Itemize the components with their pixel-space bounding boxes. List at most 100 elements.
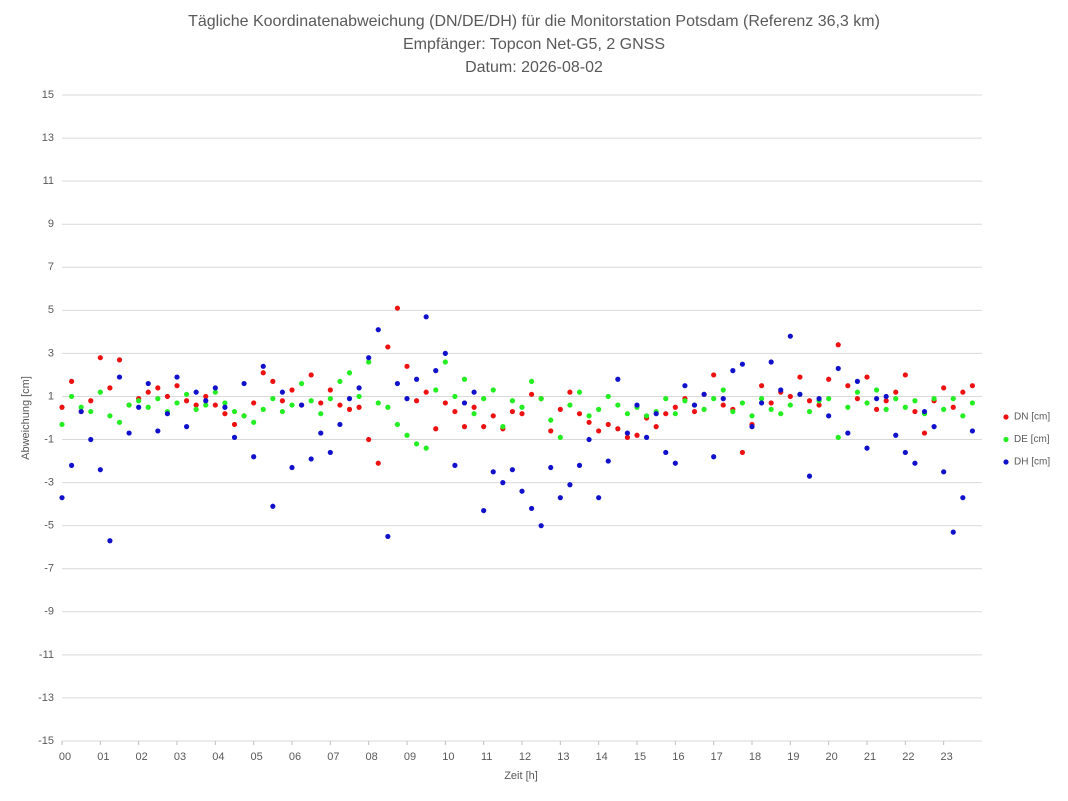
point — [423, 445, 429, 451]
point — [346, 396, 353, 402]
y-tick-label: -1 — [44, 433, 54, 445]
point — [912, 398, 918, 404]
point — [356, 385, 362, 391]
point — [605, 421, 611, 428]
point — [691, 408, 698, 415]
point — [490, 413, 496, 419]
point — [969, 383, 976, 389]
point — [883, 393, 889, 400]
point — [528, 391, 535, 397]
point — [461, 400, 468, 406]
point — [596, 428, 602, 434]
point — [337, 402, 343, 408]
point — [88, 398, 94, 404]
point — [222, 411, 228, 417]
point — [845, 404, 851, 410]
point — [212, 389, 218, 395]
point — [711, 372, 717, 378]
x-axis-label: Zeit [h] — [504, 770, 538, 782]
x-tick-label: 12 — [519, 751, 531, 763]
x-tick-label: 06 — [289, 751, 301, 763]
point — [298, 380, 305, 387]
point — [212, 385, 218, 391]
y-tick-label: -5 — [44, 520, 54, 532]
x-tick-label: 19 — [787, 751, 799, 763]
x-tick-label: 13 — [557, 751, 569, 763]
point — [519, 404, 525, 410]
point — [921, 408, 928, 415]
point — [212, 402, 218, 408]
point — [854, 396, 861, 402]
point — [385, 533, 391, 540]
point — [203, 393, 209, 400]
x-tick-label: 08 — [366, 751, 378, 763]
point — [883, 398, 889, 404]
point — [251, 419, 257, 425]
point — [643, 434, 650, 440]
y-tick-label: 7 — [48, 261, 54, 273]
x-tick-label: 23 — [941, 751, 953, 763]
point — [107, 538, 113, 544]
point — [490, 469, 496, 475]
y-tick-label: -11 — [39, 649, 54, 661]
point — [155, 428, 161, 434]
legend-label: DH [cm] — [1014, 457, 1050, 468]
point — [183, 398, 190, 404]
point — [864, 445, 870, 451]
point — [413, 376, 420, 382]
x-tick-label: 09 — [404, 751, 416, 763]
point — [739, 449, 746, 456]
point — [768, 406, 774, 412]
point — [787, 402, 793, 408]
x-tick-label: 05 — [251, 751, 263, 763]
point — [730, 368, 736, 374]
point — [231, 434, 238, 440]
point — [720, 387, 726, 393]
point — [203, 398, 209, 404]
point — [346, 406, 353, 412]
point — [624, 430, 631, 436]
point — [68, 393, 75, 400]
point — [873, 396, 880, 402]
point — [97, 355, 103, 361]
point — [471, 404, 477, 410]
x-tick-label: 15 — [634, 751, 646, 763]
point — [615, 376, 621, 382]
point — [88, 408, 94, 415]
point — [337, 421, 343, 428]
point — [183, 391, 190, 397]
point — [394, 421, 401, 428]
point — [720, 396, 726, 402]
point — [260, 363, 266, 369]
point — [164, 411, 171, 417]
point — [576, 411, 583, 417]
point — [298, 402, 305, 408]
point — [222, 404, 228, 410]
point — [567, 482, 573, 488]
point — [356, 404, 362, 410]
point — [845, 430, 851, 436]
point — [318, 411, 324, 417]
point — [720, 402, 726, 408]
point — [500, 424, 506, 430]
point — [490, 387, 496, 393]
point — [893, 432, 899, 438]
point — [116, 357, 123, 363]
point — [270, 503, 276, 509]
point — [672, 460, 678, 466]
point — [174, 400, 180, 406]
point — [164, 393, 171, 400]
x-tick-label: 17 — [711, 751, 723, 763]
point — [308, 372, 314, 378]
y-tick-label: 5 — [48, 304, 54, 316]
point — [787, 393, 793, 400]
point — [461, 424, 468, 430]
point — [59, 421, 65, 428]
x-tick-label: 11 — [481, 751, 492, 763]
point — [174, 383, 180, 389]
point — [826, 413, 832, 419]
x-tick-label: 20 — [826, 751, 838, 763]
point — [960, 413, 966, 419]
point — [778, 387, 784, 393]
